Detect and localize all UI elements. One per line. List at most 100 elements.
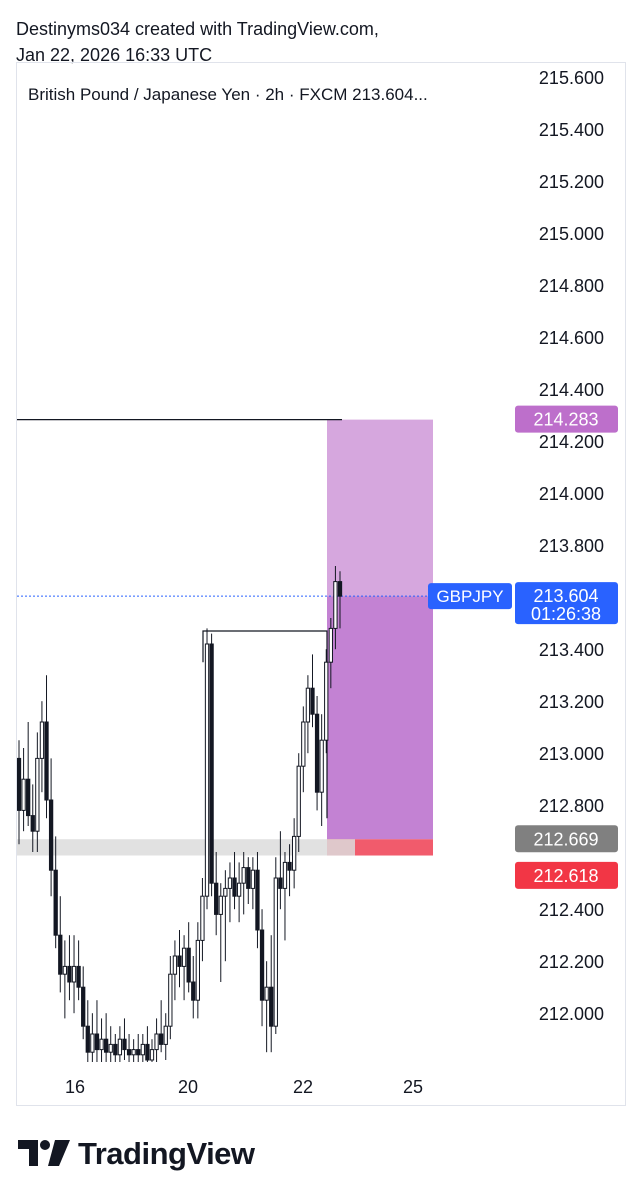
chart-title: British Pound / Japanese Yen · 2h · FXCM… <box>28 85 428 104</box>
candle-body <box>291 835 297 871</box>
y-tick-label: 214.600 <box>539 328 604 348</box>
candle-body <box>177 955 182 967</box>
tradingview-logo-icon <box>18 1140 70 1166</box>
candle-body <box>117 1038 123 1056</box>
candle-body <box>39 721 45 759</box>
candle-body <box>58 934 63 975</box>
x-tick-label: 16 <box>65 1077 85 1097</box>
candle-body <box>214 882 219 915</box>
y-tick-label: 215.600 <box>539 68 604 88</box>
y-tick-label: 215.200 <box>539 172 604 192</box>
candle-body <box>333 581 338 629</box>
stop-price-label: 212.618 <box>533 866 598 886</box>
x-tick-label: 25 <box>403 1077 423 1097</box>
candle-body <box>30 815 35 832</box>
candle-body <box>103 1038 109 1053</box>
candle-body <box>246 867 251 889</box>
candle-body <box>21 778 26 811</box>
candle-body <box>209 643 214 884</box>
credit-timestamp: Jan 22, 2026 16:33 UTC <box>16 45 213 65</box>
candle-body <box>328 627 333 663</box>
candle-body <box>227 877 233 889</box>
candle-body <box>269 986 274 1027</box>
candle-body <box>218 895 223 915</box>
candle-body <box>154 1033 159 1051</box>
candle-body <box>186 947 191 983</box>
candle-body <box>200 895 205 941</box>
candle-body <box>35 757 40 832</box>
candle-body <box>71 965 77 983</box>
y-tick-label: 213.800 <box>539 536 604 556</box>
candle-body <box>241 867 246 884</box>
x-tick-label: 20 <box>178 1077 198 1097</box>
y-tick-label: 214.400 <box>539 380 604 400</box>
candle-body <box>287 861 292 871</box>
y-tick-label: 214.200 <box>539 432 604 452</box>
candle-body <box>195 939 200 1001</box>
candle-body <box>282 861 288 889</box>
current-price-label-countdown: 01:26:38 <box>531 604 601 624</box>
candle-body <box>337 581 343 597</box>
target-zone-active <box>327 596 433 840</box>
y-tick-label: 214.000 <box>539 484 604 504</box>
candle-body <box>310 687 315 715</box>
candle-body <box>250 869 256 889</box>
symbol-badge-bg <box>428 583 512 610</box>
candle-body <box>17 757 22 811</box>
x-tick-label: 22 <box>293 1077 313 1097</box>
target-price-label: 214.283 <box>533 410 598 430</box>
candle-body <box>81 986 86 1027</box>
candle-body <box>44 721 49 801</box>
candle-body <box>278 877 283 889</box>
candle-body <box>126 1049 132 1056</box>
candle-body <box>140 1043 145 1056</box>
candle-body <box>85 1025 90 1053</box>
candle-body <box>314 713 320 793</box>
tradingview-logo[interactable]: TradingView <box>18 1136 255 1172</box>
candle-body <box>319 739 324 793</box>
candle-body <box>159 1033 164 1045</box>
y-tick-label: 214.800 <box>539 276 604 296</box>
candle-body <box>191 981 196 1001</box>
candle-body <box>48 799 54 871</box>
y-tick-label: 212.000 <box>539 1004 604 1024</box>
candle-body <box>145 1043 150 1061</box>
credit-author: Destinyms034 created with TradingView.co… <box>16 19 379 39</box>
candle-body <box>122 1038 127 1051</box>
y-tick-label: 213.400 <box>539 640 604 660</box>
y-tick-label: 212.800 <box>539 796 604 816</box>
candle-body <box>136 1049 141 1056</box>
candle-body <box>223 887 228 897</box>
tradingview-wordmark: TradingView <box>78 1136 255 1171</box>
candle-body <box>236 882 242 897</box>
candle-body <box>305 687 311 723</box>
candle-body <box>204 643 210 897</box>
candle-body <box>99 1038 104 1051</box>
target-zone-upper <box>327 419 433 597</box>
candle-body <box>131 1049 136 1056</box>
stop-price-label-bg <box>515 861 618 889</box>
candle-body <box>296 765 301 837</box>
chart-frame <box>16 62 626 1106</box>
candle-body <box>26 778 31 817</box>
candle-body <box>264 986 269 1001</box>
candle-body <box>94 1033 100 1051</box>
candle-body <box>62 965 68 975</box>
candle-body <box>163 1025 168 1045</box>
y-tick-label: 213.200 <box>539 692 604 712</box>
candle-body <box>324 661 329 741</box>
y-tick-label: 213.000 <box>539 744 604 764</box>
symbol-badge: GBPJPY <box>436 587 503 606</box>
entry-price-label: 212.669 <box>533 829 598 849</box>
current-price-label: 213.604 <box>533 586 598 606</box>
candle-body <box>149 1049 155 1061</box>
current-price-label-bg <box>515 582 618 625</box>
candle-body <box>113 1043 118 1056</box>
entry-zone <box>17 839 355 856</box>
candle-body <box>108 1043 113 1053</box>
y-tick-label: 215.000 <box>539 224 604 244</box>
candle-body <box>273 877 278 1027</box>
chart-credit: Destinyms034 created with TradingView.co… <box>16 16 379 68</box>
y-tick-label: 212.400 <box>539 900 604 920</box>
